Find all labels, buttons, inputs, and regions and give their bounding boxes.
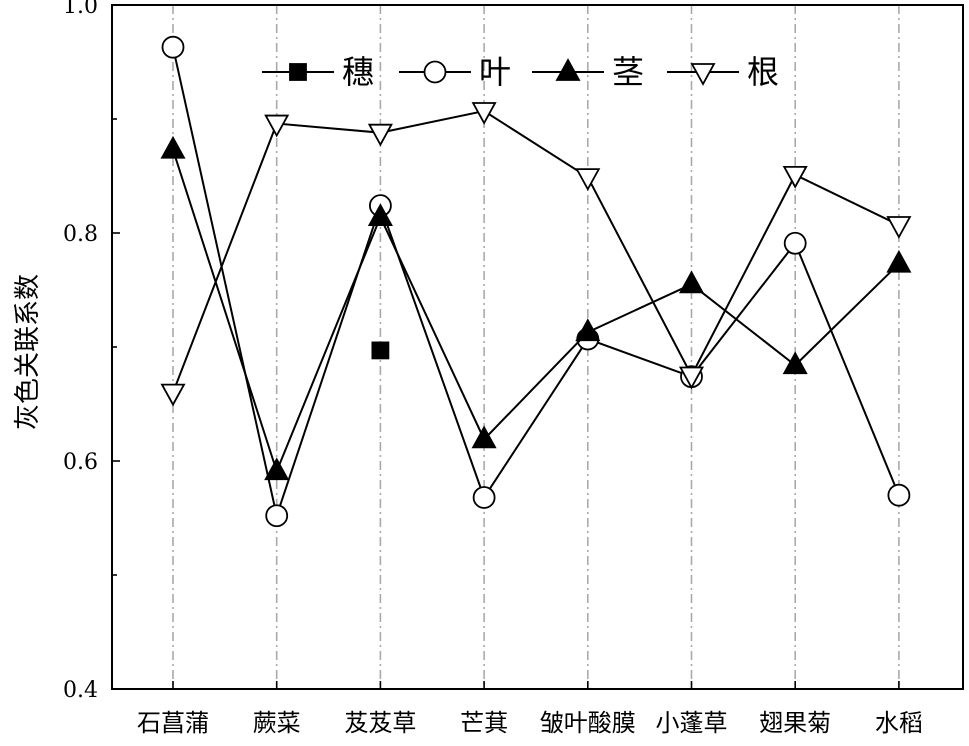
data-point bbox=[783, 231, 807, 255]
y-axis: 0.4 0.6 0.8 1.0 bbox=[63, 0, 120, 703]
x-tick-label: 芨芨草 bbox=[344, 709, 416, 737]
data-point bbox=[782, 351, 808, 375]
series-1 bbox=[371, 341, 390, 360]
series-line bbox=[172, 46, 900, 520]
x-tick-label: 翅果菊 bbox=[759, 709, 831, 737]
legend-entry: 穗 bbox=[262, 53, 374, 91]
data-point bbox=[575, 168, 601, 192]
x-tick-label: 小蓬草 bbox=[656, 709, 728, 737]
y-axis-title: 灰色关联系数 bbox=[13, 274, 43, 430]
x-tick-label: 蕨菜 bbox=[253, 709, 301, 737]
x-axis: 石菖蒲 蕨菜 芨芨草 芒萁 皱叶酸膜 小蓬草 翅果菊 水稻 bbox=[137, 681, 923, 737]
y-tick-label: 0.8 bbox=[63, 222, 98, 247]
data-point bbox=[471, 425, 497, 449]
legend-label: 茎 bbox=[612, 53, 644, 91]
series-3 bbox=[160, 135, 912, 481]
series-line bbox=[172, 109, 900, 393]
legend-label: 叶 bbox=[479, 53, 511, 91]
y-tick-label: 0.4 bbox=[63, 678, 98, 703]
series-2 bbox=[161, 35, 911, 528]
data-point bbox=[265, 504, 289, 528]
data-point bbox=[886, 216, 912, 239]
legend-label: 根 bbox=[747, 53, 779, 91]
data-point bbox=[161, 35, 185, 59]
data-point bbox=[160, 383, 186, 407]
data-point bbox=[678, 366, 705, 390]
x-tick-label: 水稻 bbox=[875, 709, 923, 737]
x-tick-label: 石菖蒲 bbox=[137, 709, 209, 737]
legend-entry: 茎 bbox=[532, 53, 644, 91]
legend-marker bbox=[423, 60, 447, 84]
data-point bbox=[575, 318, 601, 342]
y-tick-label: 1.0 bbox=[63, 0, 98, 19]
legend-marker bbox=[690, 63, 716, 86]
x-tick-label: 皱叶酸膜 bbox=[540, 709, 636, 737]
data-point bbox=[472, 486, 496, 509]
legend-entry: 叶 bbox=[399, 53, 511, 91]
series-layer bbox=[160, 35, 912, 528]
legend: 穗叶茎根 bbox=[262, 53, 779, 91]
series-4 bbox=[160, 102, 912, 407]
data-point bbox=[264, 114, 290, 138]
legend-entry: 根 bbox=[667, 53, 779, 91]
data-point bbox=[367, 123, 393, 147]
legend-marker bbox=[555, 58, 581, 81]
data-point bbox=[886, 249, 912, 273]
legend-label: 穗 bbox=[342, 53, 374, 91]
y-tick-label: 0.6 bbox=[63, 450, 98, 475]
data-point bbox=[887, 483, 911, 507]
data-point bbox=[367, 203, 393, 226]
data-point bbox=[471, 102, 497, 125]
series-line bbox=[172, 149, 900, 475]
data-point bbox=[678, 270, 705, 294]
data-point bbox=[782, 165, 808, 189]
data-point bbox=[371, 341, 390, 360]
data-point bbox=[264, 457, 290, 481]
legend-marker bbox=[289, 63, 307, 81]
data-point bbox=[160, 135, 186, 159]
x-tick-label: 芒萁 bbox=[460, 709, 508, 737]
gridlines bbox=[172, 5, 900, 689]
